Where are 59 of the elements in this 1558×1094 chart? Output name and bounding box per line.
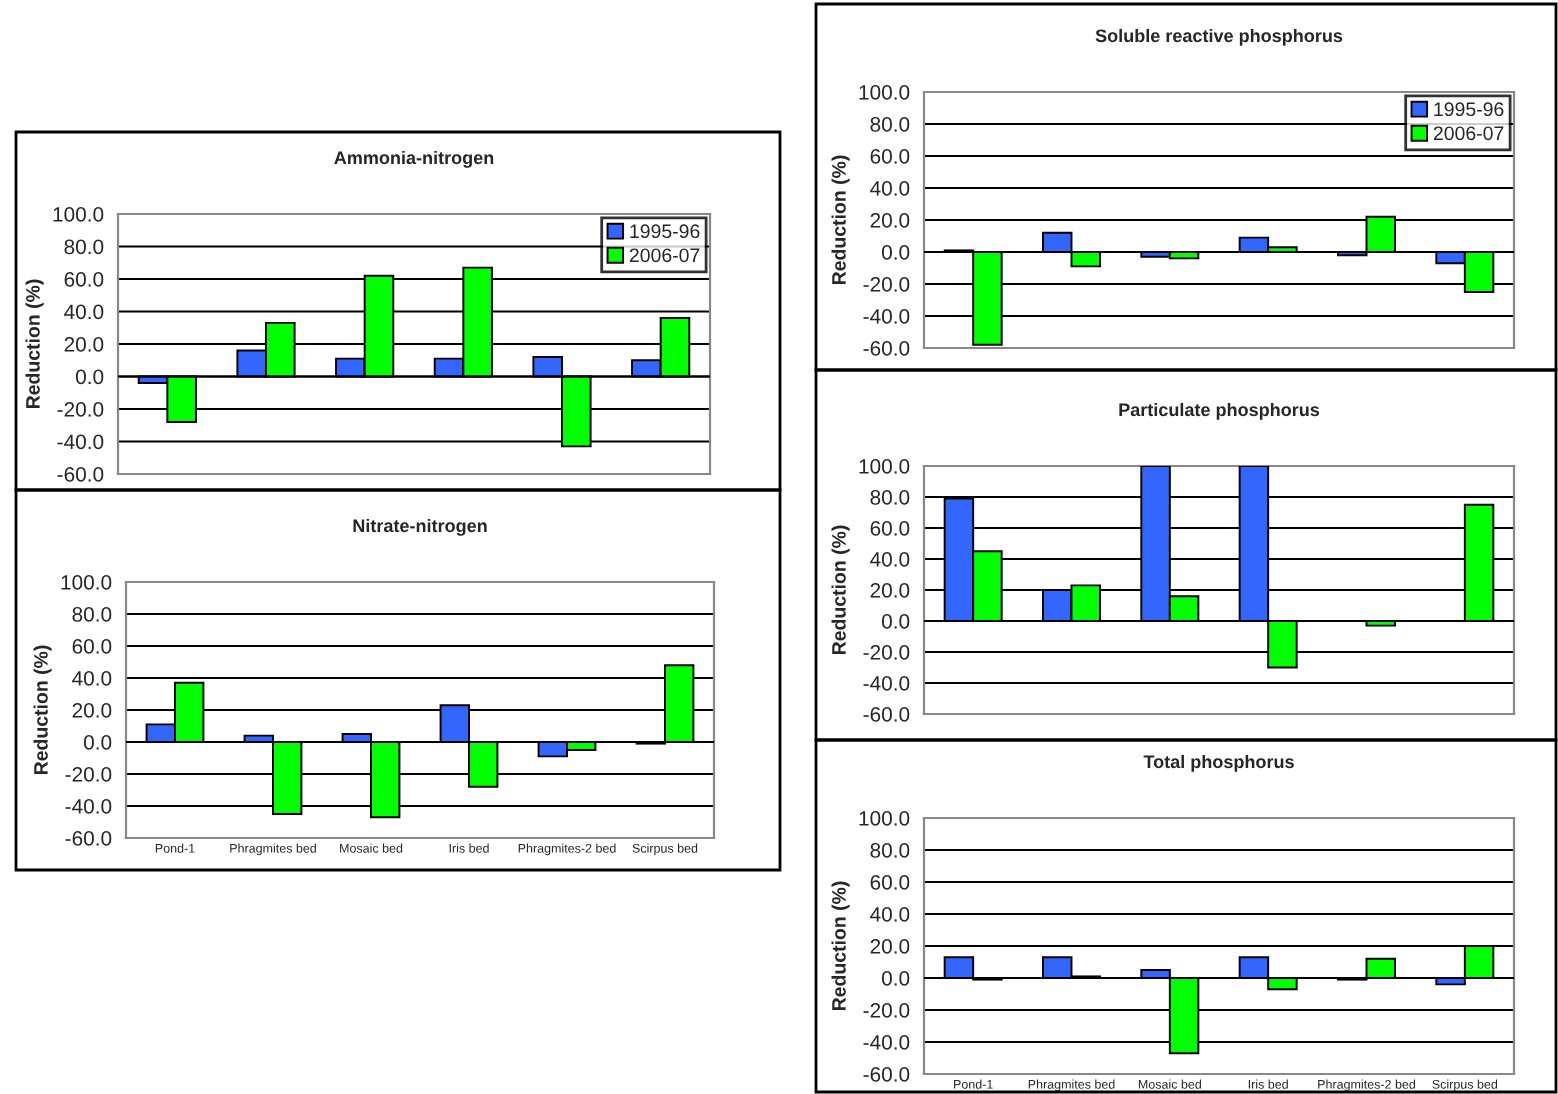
y-tick-label: 100.0 [859, 459, 910, 474]
y-tick-label: 20.0 [870, 213, 910, 228]
y-tick-label: 20.0 [72, 703, 112, 718]
legend-label: 1995-96 [1434, 102, 1504, 117]
y-tick-label: 40.0 [64, 304, 104, 320]
legend-label: 2006-07 [1433, 126, 1504, 141]
y-tick-label: -20.0 [863, 645, 910, 660]
y-tick-label: 20.0 [870, 583, 910, 598]
y-tick-label: 20.0 [870, 939, 910, 954]
chart-title: Total phosphorus [1143, 754, 1294, 772]
y-tick-label: 0.0 [881, 245, 910, 260]
y-tick-label: -60.0 [863, 707, 910, 722]
y-tick-label: -60.0 [863, 341, 910, 356]
y-tick-label: 60.0 [870, 521, 910, 536]
y-tick-label: 0.0 [881, 614, 910, 629]
y-tick-label: 100.0 [859, 85, 910, 100]
y-tick-label: 0.0 [881, 971, 910, 986]
legend-label: 2006-07 [629, 248, 700, 263]
y-tick-label: 100.0 [859, 811, 910, 826]
y-tick-label: 40.0 [870, 181, 910, 196]
y-tick-label: 60.0 [72, 639, 112, 654]
chart-title: Soluble reactive phosphorus [1095, 28, 1343, 46]
y-tick-label: -40.0 [65, 799, 112, 814]
y-tick-label: 40.0 [870, 907, 910, 922]
y-tick-label: -60.0 [863, 1067, 910, 1082]
y-tick-label: -20.0 [863, 1003, 910, 1018]
y-tick-label: 80.0 [870, 490, 910, 505]
y-axis-title: Reduction (%) [831, 881, 850, 1011]
y-tick-label: -60.0 [57, 467, 104, 482]
y-tick-label: -40.0 [863, 1035, 910, 1050]
y-tick-label: 80.0 [64, 239, 104, 255]
y-tick-label: -60.0 [65, 831, 112, 846]
y-tick-label: 100.0 [53, 207, 104, 222]
y-tick-label: 80.0 [72, 607, 112, 622]
y-tick-label: 80.0 [870, 843, 910, 858]
y-tick-label: -20.0 [863, 277, 910, 292]
y-tick-label: 40.0 [72, 671, 112, 686]
y-tick-label: 60.0 [870, 875, 910, 890]
chart-title: Nitrate-nitrogen [353, 518, 487, 536]
y-axis-title: Reduction (%) [25, 279, 44, 409]
y-tick-label: 0.0 [75, 369, 104, 385]
y-tick-label: 0.0 [83, 735, 112, 750]
y-axis-title: Reduction (%) [831, 155, 850, 285]
legend-label: 1995-96 [630, 224, 700, 239]
y-tick-label: -20.0 [65, 767, 112, 782]
y-tick-label: -40.0 [863, 676, 910, 691]
y-tick-label: 100.0 [61, 575, 112, 590]
y-tick-label: 20.0 [64, 337, 104, 352]
y-tick-label: 60.0 [870, 149, 910, 164]
y-axis-title: Reduction (%) [831, 525, 850, 655]
y-tick-label: 80.0 [870, 117, 910, 132]
y-axis-title: Reduction (%) [33, 645, 52, 775]
chart-title: Ammonia-nitrogen [334, 150, 494, 168]
chart-title: Particulate phosphorus [1119, 402, 1320, 420]
y-tick-label: -40.0 [863, 309, 910, 324]
y-tick-label: 40.0 [870, 552, 910, 567]
y-tick-label: 60.0 [64, 272, 104, 287]
y-tick-label: -20.0 [57, 402, 104, 417]
y-tick-label: -40.0 [57, 434, 104, 450]
